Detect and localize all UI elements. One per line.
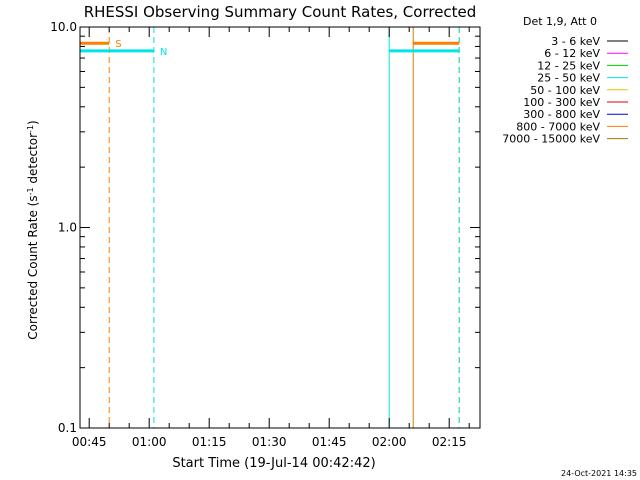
chart-title: RHESSI Observing Summary Count Rates, Co… — [84, 3, 477, 21]
legend-entry-label-7: 800 - 7000 keV — [516, 120, 600, 133]
y-axis-label-mid: detector — [26, 133, 40, 188]
y-tick-label: 1.0 — [58, 221, 77, 235]
x-tick-label: 01:30 — [252, 435, 287, 449]
x-tick-label: 01:00 — [132, 435, 167, 449]
legend-entry-label-3: 25 - 50 keV — [537, 72, 600, 85]
x-axis: 00:45 01:00 01:15 01:30 01:45 02:00 02:15 — [72, 27, 470, 449]
y-axis-label-sup1: -1 — [26, 187, 35, 195]
y-tick-label: 10.0 — [50, 20, 77, 34]
legend-entry-label-6: 300 - 800 keV — [523, 108, 600, 121]
y-tick-label: 0.1 — [58, 421, 77, 435]
legend-entry-label-4: 50 - 100 keV — [530, 84, 600, 97]
legend-entry-label-2: 12 - 25 keV — [537, 59, 600, 72]
band-label-n: N — [160, 47, 167, 58]
footer-timestamp: 24-Oct-2021 14:35 — [561, 469, 637, 478]
y-axis-label: Corrected Count Rate (s-1 detector-1) — [26, 120, 41, 339]
y-axis-label-sup2: -1 — [26, 125, 35, 133]
y-axis-label-end: ) — [26, 120, 40, 125]
legend-entry-label-5: 100 - 300 keV — [523, 96, 600, 109]
y-axis: 10.0 1.0 0.1 — [50, 20, 480, 435]
x-tick-label: 02:15 — [432, 435, 467, 449]
x-tick-label: 01:45 — [312, 435, 347, 449]
legend-entry-label-0: 3 - 6 keV — [551, 35, 600, 48]
legend-header: Det 1,9, Att 0 — [523, 15, 597, 28]
x-tick-label: 02:00 — [372, 435, 407, 449]
plot-frame — [79, 26, 481, 429]
x-tick-label: 01:15 — [192, 435, 227, 449]
legend-entry-label-1: 6 - 12 keV — [544, 47, 600, 60]
x-tick-label: 00:45 — [72, 435, 107, 449]
event-lines — [79, 27, 460, 428]
band-label-s: S — [115, 39, 121, 50]
data-bands: SN — [80, 39, 460, 58]
legend-entry-label-8: 7000 - 15000 keV — [502, 133, 600, 146]
y-axis-label-main: Corrected Count Rate (s — [26, 195, 40, 339]
x-axis-label: Start Time (19-Jul-14 00:42:42) — [172, 456, 375, 471]
